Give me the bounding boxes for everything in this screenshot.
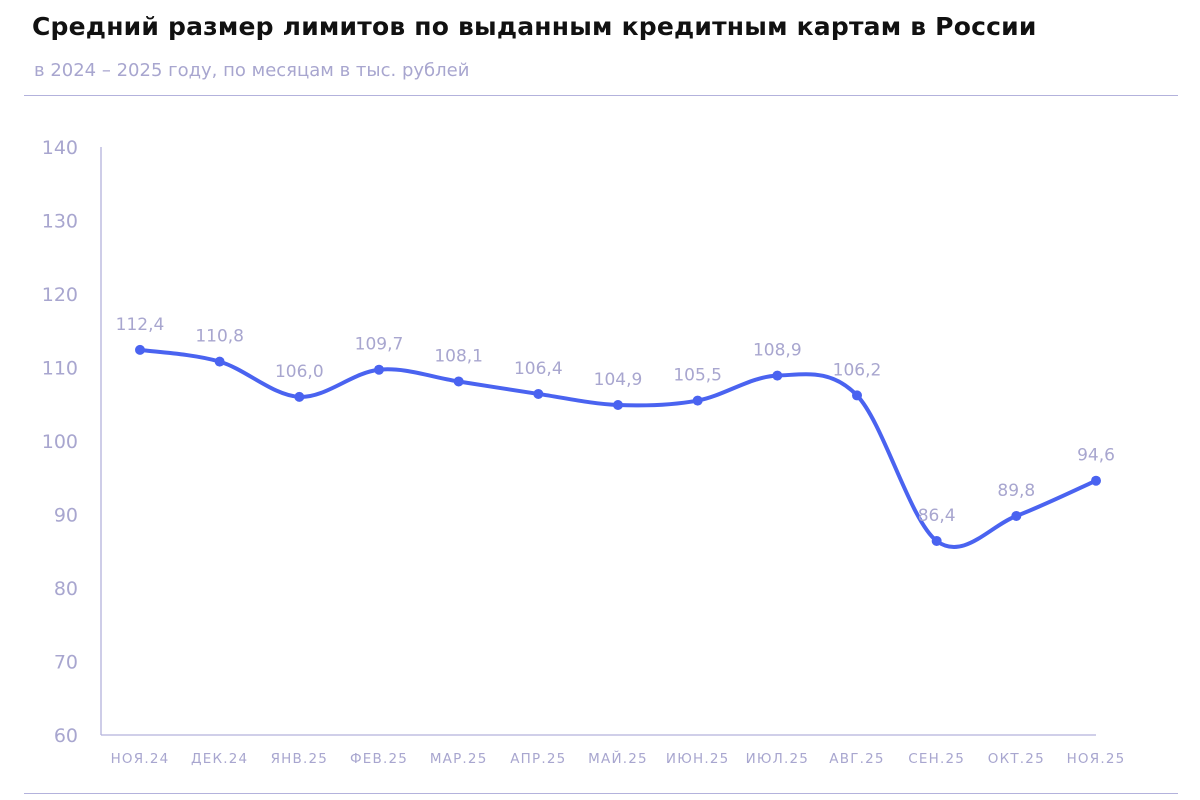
y-tick-label: 60 bbox=[54, 725, 78, 747]
data-label: 108,9 bbox=[753, 341, 802, 361]
x-tick-label: НОЯ.24 bbox=[111, 751, 170, 767]
data-point bbox=[692, 395, 703, 406]
data-labels: 112,4 110,8 106,0 109,7 108,1 106,4 104,9 105,5… bbox=[116, 315, 1115, 526]
y-tick-label: 90 bbox=[54, 505, 78, 527]
data-point bbox=[374, 364, 384, 375]
y-tick-label: 130 bbox=[42, 211, 78, 233]
data-point bbox=[772, 370, 783, 381]
data-label: 106,4 bbox=[514, 359, 563, 379]
data-label: 106,0 bbox=[275, 362, 324, 382]
x-tick-label: АВГ.25 bbox=[829, 751, 884, 767]
y-tick-label: 70 bbox=[54, 652, 78, 674]
x-tick-label: ДЕК.24 bbox=[191, 751, 248, 767]
series-group bbox=[135, 344, 1101, 549]
data-point bbox=[613, 399, 623, 410]
chart-title: Средний размер лимитов по выданным креди… bbox=[32, 12, 1037, 41]
x-tick-label: МАР.25 bbox=[430, 751, 488, 767]
x-tick-label: ЯНВ.25 bbox=[271, 751, 328, 767]
data-point bbox=[533, 388, 544, 399]
x-axis: НОЯ.24 ДЕК.24 ЯНВ.25 ФЕВ.25 МАР.25 АПР.25 МАЙ.… bbox=[101, 734, 1126, 767]
data-point bbox=[1011, 510, 1022, 521]
data-point bbox=[135, 344, 145, 355]
x-tick-label: ИЮЛ.25 bbox=[746, 751, 810, 767]
x-tick-label: ИЮН.25 bbox=[666, 751, 730, 767]
y-tick-label: 100 bbox=[42, 431, 78, 453]
x-tick-label: АПР.25 bbox=[510, 751, 566, 767]
data-label: 108,1 bbox=[434, 346, 483, 366]
x-tick-label: ФЕВ.25 bbox=[350, 751, 408, 767]
data-label: 105,5 bbox=[673, 366, 722, 386]
data-label: 86,4 bbox=[918, 506, 956, 526]
x-tick-label: СЕН.25 bbox=[908, 751, 965, 767]
data-label: 109,7 bbox=[355, 335, 404, 355]
data-label: 104,9 bbox=[594, 370, 643, 390]
data-label: 94,6 bbox=[1077, 446, 1115, 466]
data-point bbox=[453, 376, 464, 387]
data-point bbox=[852, 390, 862, 401]
footer-divider bbox=[24, 793, 1178, 794]
x-tick-label: НОЯ.25 bbox=[1067, 751, 1126, 767]
y-tick-label: 80 bbox=[54, 578, 78, 600]
data-label: 106,2 bbox=[833, 360, 882, 380]
data-point bbox=[294, 391, 305, 402]
data-point bbox=[1091, 475, 1101, 486]
data-label: 112,4 bbox=[116, 315, 165, 335]
data-point bbox=[214, 356, 225, 367]
y-axis: 60 70 80 90 100 110 120 130 140 bbox=[42, 137, 102, 747]
x-tick-label: ОКТ.25 bbox=[988, 751, 1045, 767]
header-divider bbox=[24, 95, 1178, 96]
y-tick-label: 140 bbox=[42, 137, 78, 159]
y-tick-label: 120 bbox=[42, 284, 78, 306]
data-label: 89,8 bbox=[997, 481, 1035, 501]
data-label: 110,8 bbox=[195, 327, 244, 347]
data-point bbox=[931, 535, 942, 546]
chart-subtitle: в 2024 – 2025 году, по месяцам в тыс. ру… bbox=[34, 60, 470, 81]
x-tick-label: МАЙ.25 bbox=[588, 749, 648, 767]
y-tick-label: 110 bbox=[42, 358, 78, 380]
